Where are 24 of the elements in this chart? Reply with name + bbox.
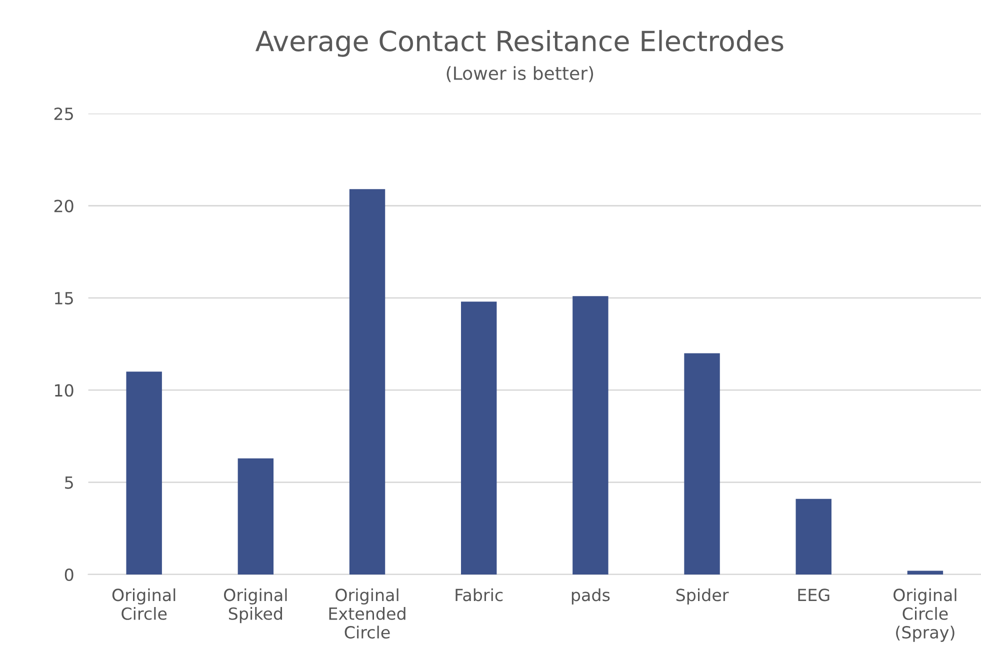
- chart-subtitle: (Lower is better): [446, 66, 594, 82]
- bar: [907, 570, 944, 574]
- x-tick-label: EEG: [798, 588, 830, 602]
- x-tick-label: Spider: [676, 588, 729, 604]
- x-tick-label: pads: [572, 588, 610, 604]
- y-tick-label: 5: [65, 476, 73, 489]
- y-tick-label: 15: [55, 292, 73, 304]
- x-tick-label: Original Spiked: [224, 588, 287, 624]
- bar: [349, 189, 386, 574]
- y-tick-label: 20: [54, 200, 74, 212]
- x-tick-label: Original Circle (Spray): [894, 588, 956, 642]
- bar: [796, 498, 832, 574]
- chart-title: Average Contact Resitance Electrodes: [255, 30, 784, 57]
- x-tick-label: Original Extended Circle: [329, 588, 406, 639]
- y-tick-label: 25: [54, 108, 73, 120]
- bar: [572, 296, 608, 574]
- x-tick-label: Fabric: [456, 588, 503, 602]
- bar: [238, 458, 274, 574]
- y-tick-label: 0: [64, 568, 74, 582]
- bar: [684, 353, 720, 574]
- y-tick-label: 10: [55, 384, 74, 397]
- bar: [126, 372, 162, 574]
- bar: [460, 302, 497, 574]
- x-tick-label: Original Circle: [112, 588, 176, 620]
